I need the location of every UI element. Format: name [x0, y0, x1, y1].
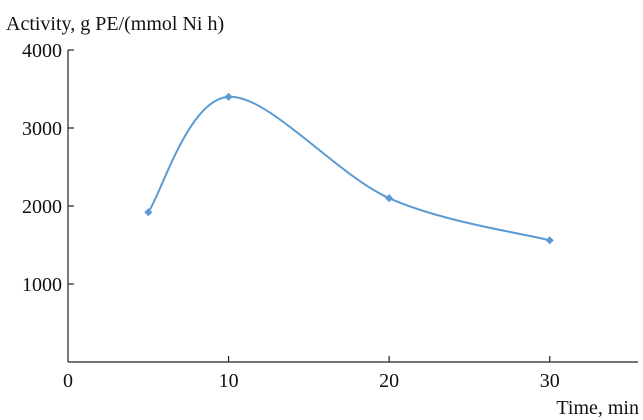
x-tick-label: 20 — [379, 370, 399, 392]
x-axis-label: Time, min — [556, 397, 639, 419]
x-tick-label: 10 — [219, 370, 239, 392]
y-tick-label: 2000 — [22, 196, 62, 218]
tick-marks — [68, 49, 551, 362]
data-point — [224, 92, 233, 101]
axes — [67, 50, 638, 363]
y-axis-label: Activity, g PE/(mmol Ni h) — [6, 13, 224, 35]
data-point — [385, 194, 394, 203]
series-layer — [144, 92, 554, 245]
data-point — [545, 236, 554, 245]
y-tick-label: 3000 — [22, 118, 62, 140]
y-tick-label: 1000 — [22, 274, 62, 296]
x-tick-label: 30 — [540, 370, 560, 392]
y-tick-label: 4000 — [22, 40, 62, 62]
series-line — [147, 95, 550, 242]
data-point — [144, 208, 153, 217]
x-tick-label: 0 — [63, 370, 73, 392]
tick-labels: 1000 2000 3000 4000 0 10 20 30 — [22, 40, 560, 392]
